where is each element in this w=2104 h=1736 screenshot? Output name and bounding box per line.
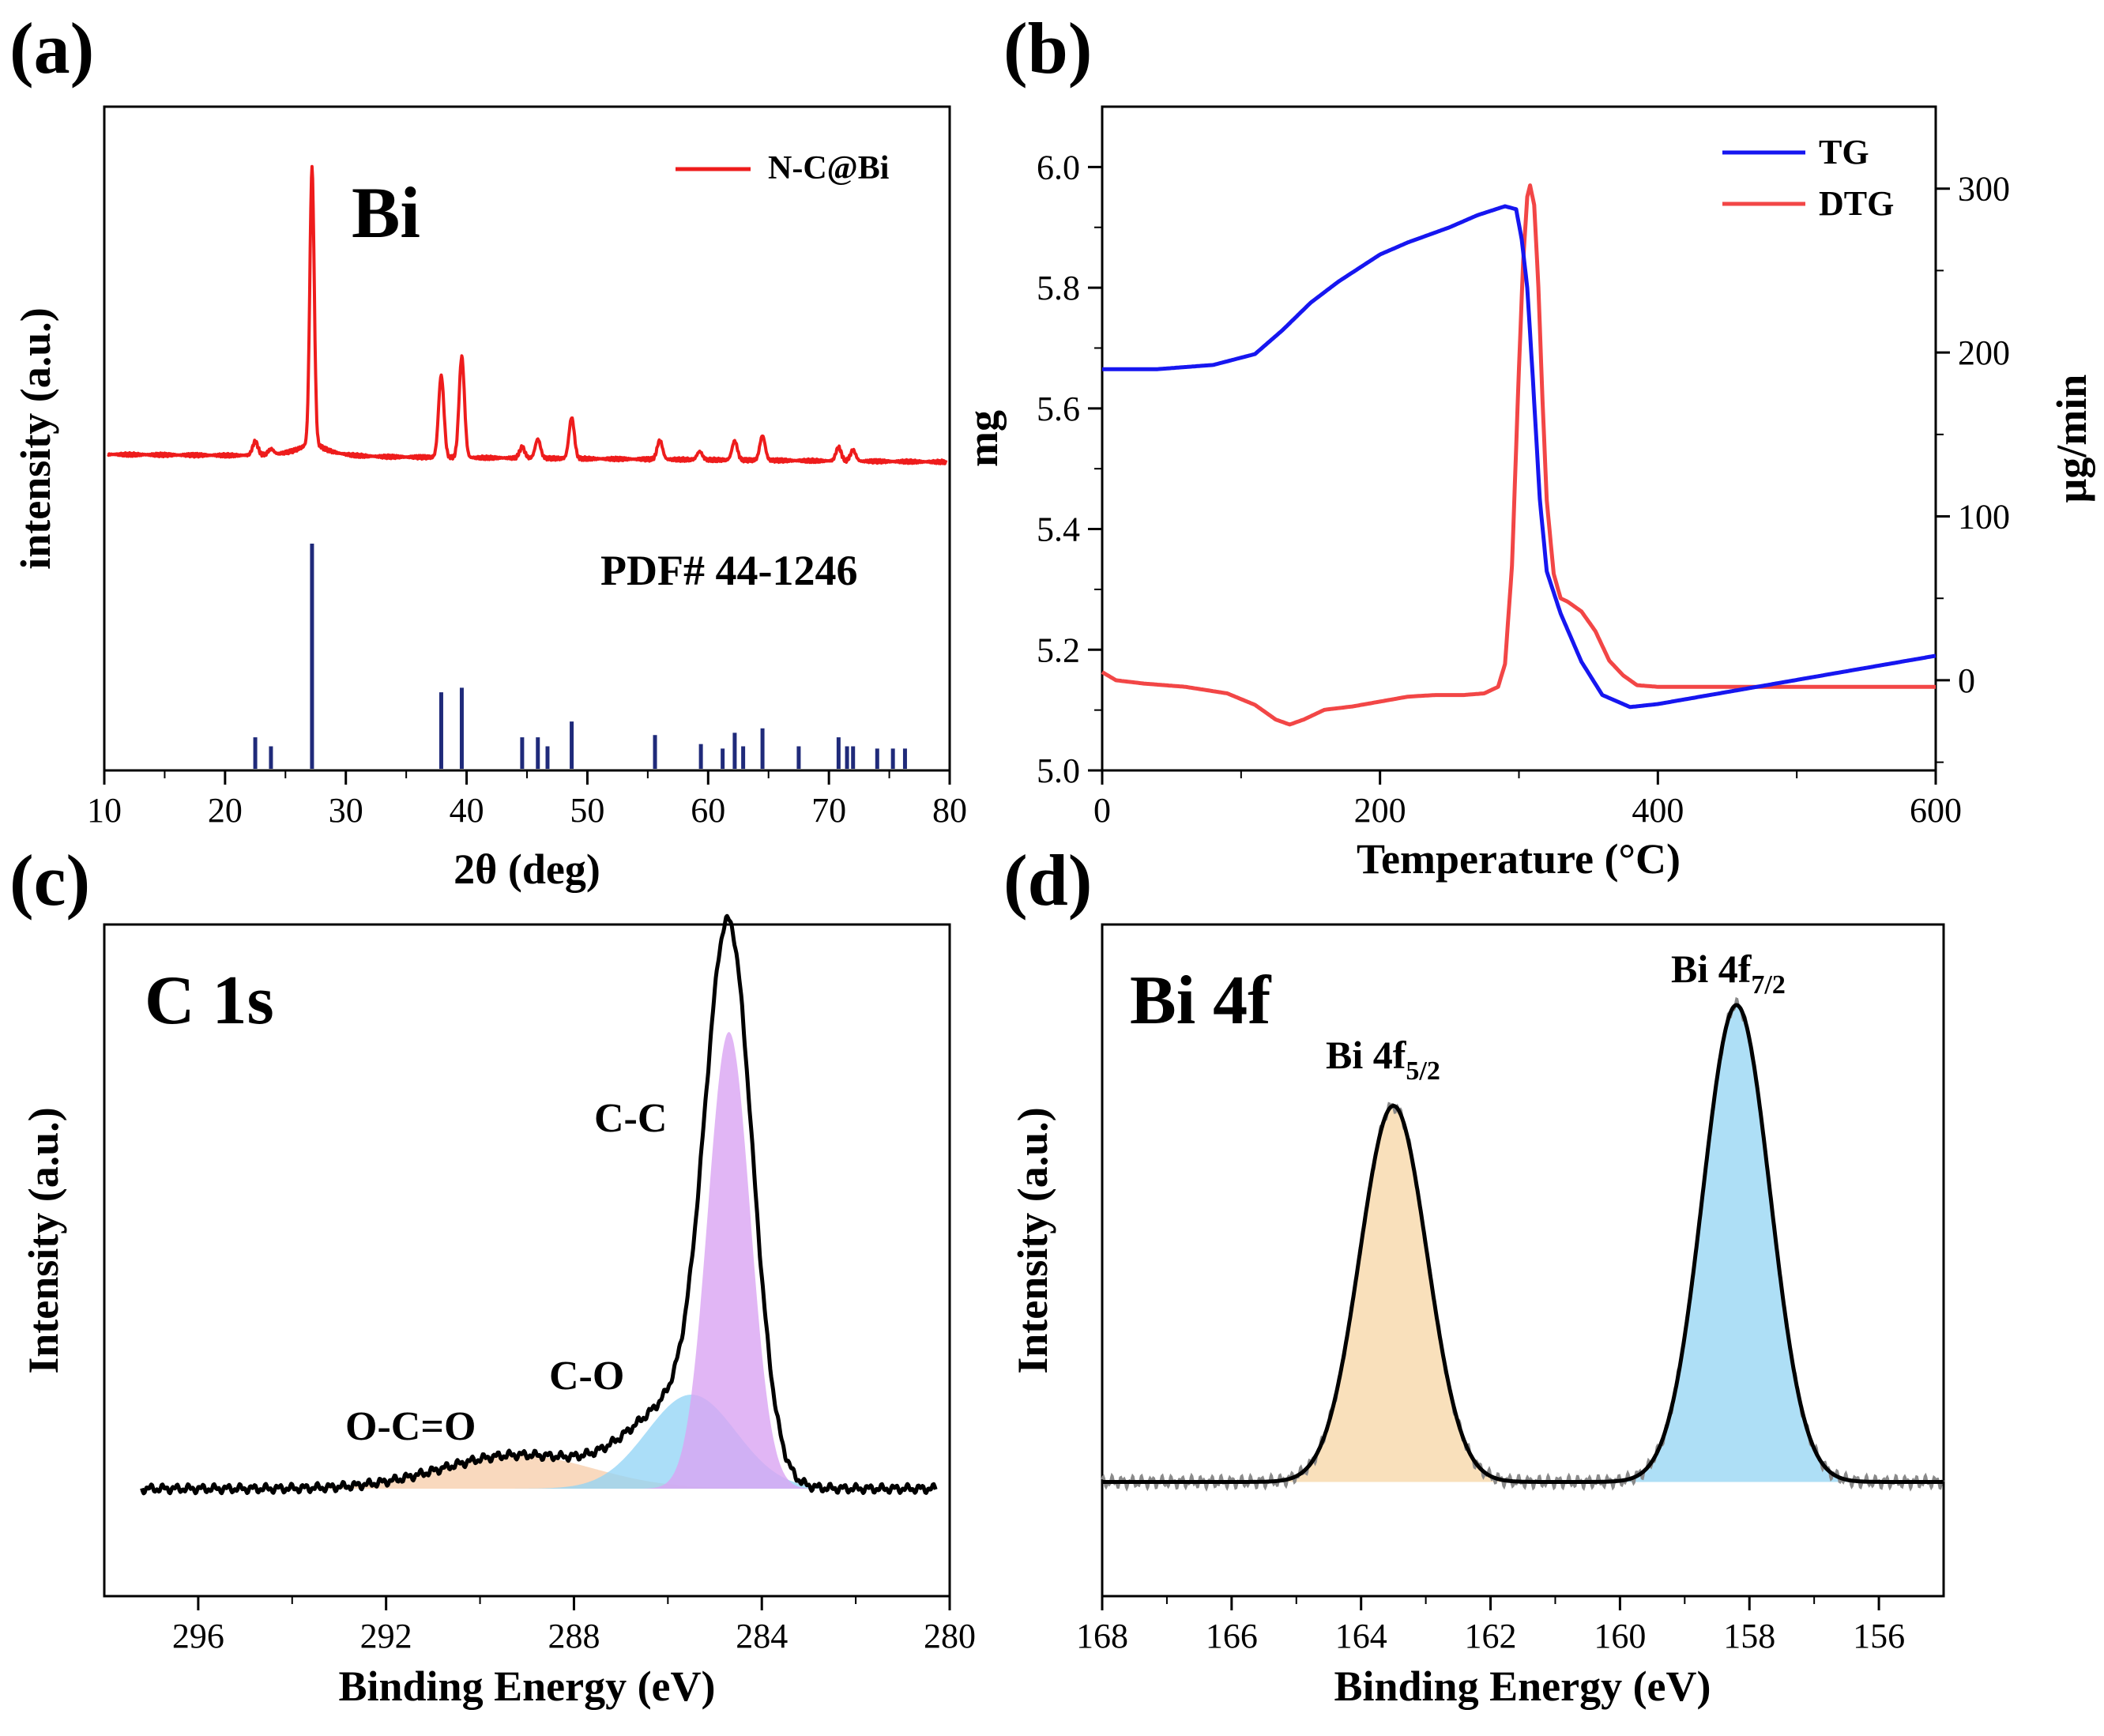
panel-a-y-axis-label: intensity (a.u.) (12, 307, 59, 570)
panel-c-label-oco: O-C=O (345, 1404, 476, 1449)
panel-c-cc-component (644, 1032, 814, 1489)
panel-d-label-bi52-main: Bi 4f (1326, 1033, 1407, 1077)
panel-d-x-tick-label-166: 166 (1206, 1617, 1258, 1655)
panel-label-b: (b) (1003, 8, 1092, 88)
panel-d-label-bi72-main: Bi 4f (1671, 947, 1752, 991)
panel-d-x-tick-label-162: 162 (1465, 1617, 1517, 1655)
panel-c-y-axis-label: Intensity (a.u.) (20, 1107, 67, 1374)
panel-d-x-axis-label: Binding Energy (eV) (1334, 1663, 1711, 1710)
panel-d-plot-frame (1101, 923, 1945, 1598)
panel-a-plot-frame (103, 105, 951, 772)
panel-b-yl-tick-label-5.4: 5.4 (1037, 510, 1080, 549)
panel-b-yr-tick-label-200: 200 (1958, 333, 2010, 372)
panel-b-yl-tick-label-5.6: 5.6 (1037, 390, 1080, 428)
panel-b-x-tick-label-200: 200 (1354, 791, 1406, 830)
panel-c-label-cc: C-C (594, 1096, 667, 1141)
panel-b-tg-curve (1101, 204, 1937, 710)
panel-c-x-tick-label-296: 296 (172, 1617, 224, 1655)
panel-b-y-axis-label-left: mg (959, 410, 1007, 467)
panel-b-yr-tick-label-0: 0 (1958, 661, 1975, 700)
panel-label-c: (c) (9, 840, 90, 921)
panel-a-x-tick-label-20: 20 (208, 791, 243, 830)
panel-b-plot-frame (1101, 105, 1937, 772)
panel-a-x-tick-label-30: 30 (329, 791, 363, 830)
panel-a-x-axis-label: 2θ (deg) (454, 845, 600, 893)
panel-b-x-tick-label-400: 400 (1632, 791, 1684, 830)
panel-a-x-tick-label-40: 40 (450, 791, 484, 830)
panel-c-x-axis-label: Binding Energy (eV) (338, 1663, 715, 1710)
panel-a-pdf-sticks (253, 544, 907, 769)
panel-a-x-tick-label-10: 10 (87, 791, 122, 830)
panel-d-label-bi52: Bi 4f5/2 (1326, 1033, 1440, 1086)
panel-d-x-tick-label-158: 158 (1723, 1617, 1775, 1655)
panel-b-y-axis-label-right: μg/min (2048, 375, 2095, 503)
panel-label-a: (a) (9, 8, 94, 88)
panel-a-x-ticks: 10 20 30 40 50 60 70 80 (87, 770, 967, 830)
panel-c-x-tick-label-284: 284 (736, 1617, 788, 1655)
panel-c-plot-frame (103, 923, 951, 1598)
panel-c-oco-component (216, 1455, 819, 1489)
panel-b-yl-tick-label-5.2: 5.2 (1037, 631, 1080, 669)
panel-d-label-bi52-sub: 5/2 (1406, 1056, 1440, 1086)
panel-c-x-tick-label-292: 292 (360, 1617, 412, 1655)
panel-b-x-tick-label-0: 0 (1093, 791, 1111, 830)
panel-a-chart: 10 20 30 40 50 60 70 80 Bi N-C@Bi PDF# 44-1246 … (12, 105, 967, 893)
panel-b-chart: 0 200 400 600 5.0 5.2 5.4 5.6 5.8 6.0 0 100 200 300… (959, 105, 2095, 883)
panel-c-x-tick-label-280: 280 (924, 1617, 976, 1655)
panel-b-yr-tick-label-100: 100 (1958, 498, 2010, 537)
panel-b-yl-tick-label-6.0: 6.0 (1037, 148, 1080, 186)
panel-d-raw-curve (1101, 996, 1945, 1492)
panel-d-bi-4f72-component (1583, 1005, 1890, 1482)
panel-a-x-tick-label-60: 60 (691, 791, 725, 830)
panel-d-envelope-curve (1101, 1003, 1945, 1484)
panel-d-label-bi72-sub: 7/2 (1751, 970, 1785, 1000)
panel-d-x-tick-label-160: 160 (1594, 1617, 1646, 1655)
panel-a-xrd-curve (107, 164, 948, 465)
panel-a-x-tick-label-50: 50 (570, 791, 604, 830)
panel-d-x-tick-label-156: 156 (1853, 1617, 1905, 1655)
panel-d-bi-4f52-component (1240, 1105, 1547, 1482)
panel-a-x-tick-label-70: 70 (811, 791, 846, 830)
panel-d-x-ticks: 168 166 164 162 160 158 156 (1076, 1596, 1905, 1655)
panel-a-x-tick-label-80: 80 (932, 791, 967, 830)
panel-b-x-tick-label-600: 600 (1910, 791, 1962, 830)
panel-d-title: Bi 4f (1130, 962, 1272, 1039)
panel-b-dtg-curve (1101, 183, 1937, 727)
panel-b-y-ticks-left: 5.0 5.2 5.4 5.6 5.8 6.0 (1037, 148, 1102, 790)
panel-d-y-axis-label: Intensity (a.u.) (1009, 1107, 1056, 1374)
panel-b-x-ticks: 0 200 400 600 (1093, 770, 1962, 830)
panel-a-reference-label: PDF# 44-1246 (600, 547, 857, 594)
panel-c-envelope-curve (140, 913, 938, 1496)
panel-d-x-tick-label-168: 168 (1076, 1617, 1128, 1655)
panel-b-yr-tick-label-300: 300 (1958, 170, 2010, 209)
panel-c-x-tick-label-288: 288 (548, 1617, 600, 1655)
panel-b-yl-tick-label-5.0: 5.0 (1037, 751, 1080, 790)
panel-a-legend-label: N-C@Bi (768, 150, 890, 186)
panel-c-title: C 1s (145, 962, 274, 1039)
panel-b-x-axis-label: Temperature (°C) (1357, 835, 1681, 883)
panel-b-yl-tick-label-5.8: 5.8 (1037, 269, 1080, 307)
panel-c-label-co: C-O (549, 1354, 624, 1399)
panel-b-legend-dtg-label: DTG (1819, 184, 1894, 223)
panel-label-d: (d) (1003, 840, 1092, 921)
panel-b-legend-tg-label: TG (1819, 133, 1869, 171)
panel-a-title: Bi (352, 172, 420, 253)
panel-c-x-ticks: 296 292 288 284 280 (172, 1596, 976, 1655)
panel-b-y-ticks-right: 0 100 200 300 (1936, 170, 2010, 763)
panel-d-x-tick-label-164: 164 (1335, 1617, 1387, 1655)
panel-d-chart: 168 166 164 162 160 158 156 Bi 4f Bi 4f5/2 Bi … (1009, 923, 1945, 1710)
panel-c-chart: 296 292 288 284 280 C 1s C-C C-O O-C=O Bindi… (20, 913, 976, 1710)
panel-d-label-bi72: Bi 4f7/2 (1671, 947, 1786, 1000)
